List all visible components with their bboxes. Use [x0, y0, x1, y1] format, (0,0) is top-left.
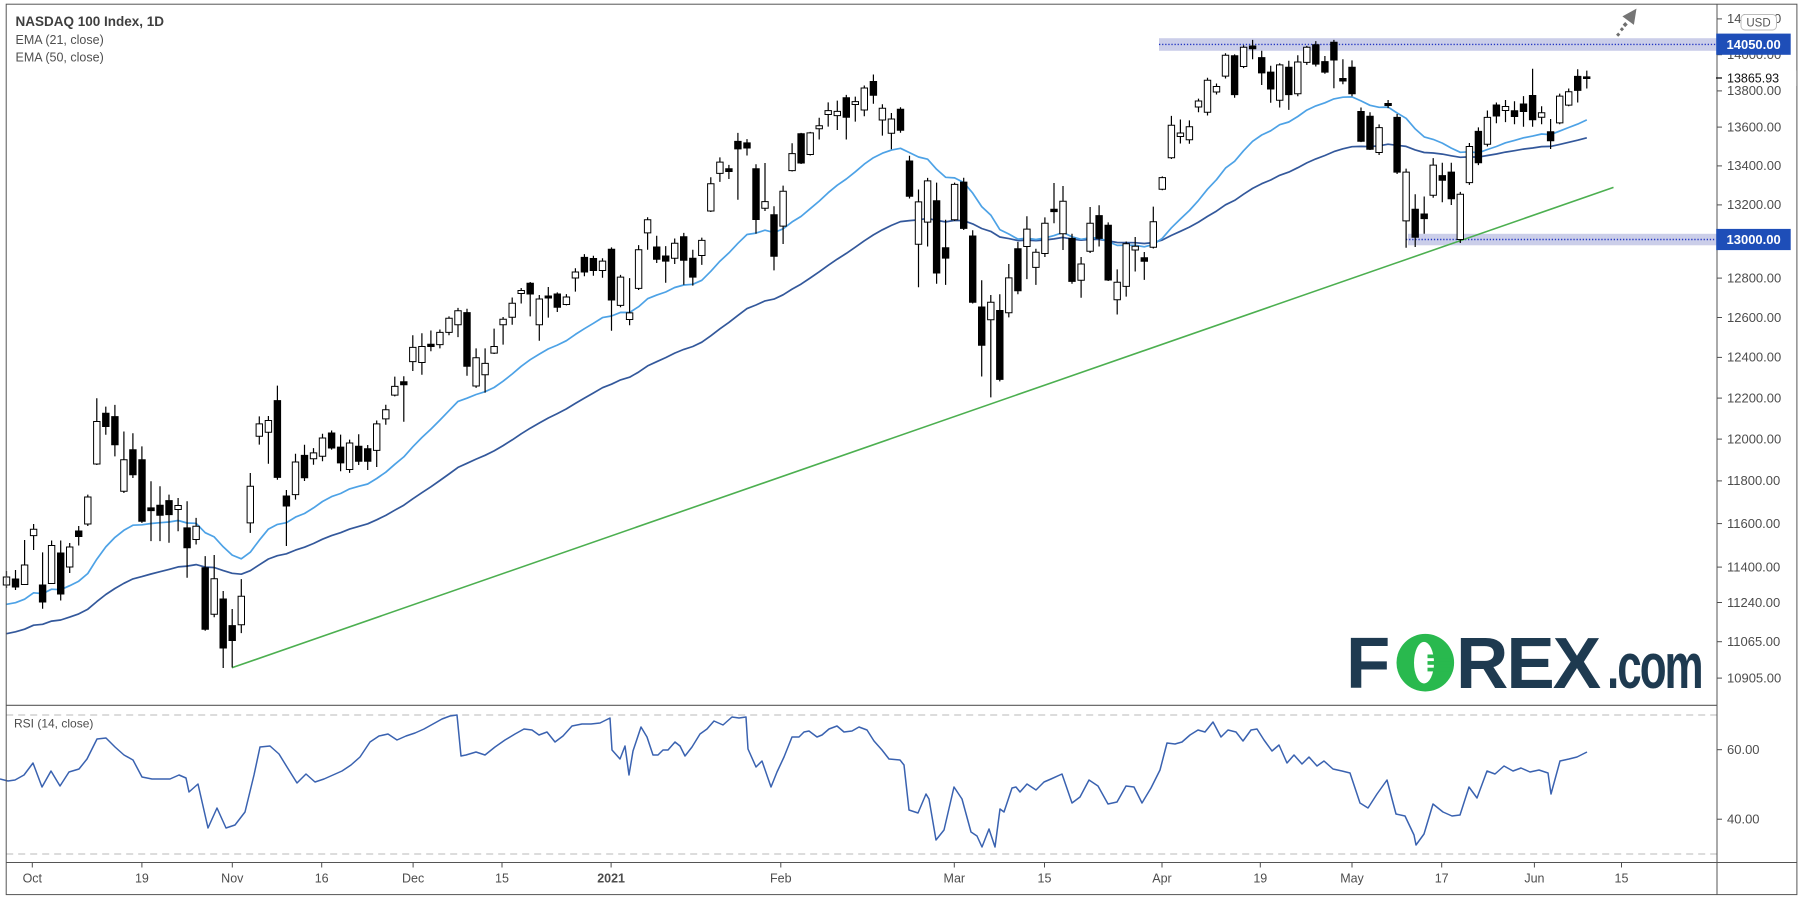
svg-text:.com: .com: [1607, 630, 1702, 702]
svg-text:EMA (50, close): EMA (50, close): [16, 51, 104, 65]
svg-text:11600.00: 11600.00: [1727, 516, 1780, 531]
svg-text:19: 19: [135, 872, 149, 886]
svg-text:11065.00: 11065.00: [1727, 634, 1780, 649]
svg-text:Nov: Nov: [221, 872, 244, 886]
svg-text:13800.00: 13800.00: [1727, 83, 1781, 98]
svg-text:14050.00: 14050.00: [1727, 37, 1781, 52]
svg-text:Dec: Dec: [402, 872, 424, 886]
svg-text:15: 15: [495, 872, 509, 886]
svg-text:13865.93: 13865.93: [1727, 71, 1779, 85]
svg-text:12800.00: 12800.00: [1727, 270, 1781, 285]
svg-text:RSI (14, close): RSI (14, close): [14, 717, 93, 731]
svg-text:15: 15: [1038, 872, 1052, 886]
svg-text:13000.00: 13000.00: [1727, 232, 1781, 247]
svg-text:Apr: Apr: [1152, 872, 1171, 886]
svg-text:15: 15: [1615, 872, 1629, 886]
svg-text:Mar: Mar: [944, 872, 966, 886]
svg-text:NASDAQ 100 Index, 1D: NASDAQ 100 Index, 1D: [16, 14, 165, 29]
svg-text:60.00: 60.00: [1727, 742, 1760, 757]
svg-text:EMA (21, close): EMA (21, close): [16, 33, 104, 47]
svg-text:10905.00: 10905.00: [1727, 670, 1781, 685]
svg-text:2021: 2021: [597, 872, 625, 886]
svg-text:12000.00: 12000.00: [1727, 431, 1781, 446]
svg-text:Oct: Oct: [23, 872, 43, 886]
svg-text:13600.00: 13600.00: [1727, 119, 1781, 134]
svg-text:Jun: Jun: [1524, 872, 1544, 886]
svg-text:Feb: Feb: [770, 872, 792, 886]
svg-text:19: 19: [1253, 872, 1267, 886]
svg-text:May: May: [1340, 872, 1364, 886]
svg-text:11240.00: 11240.00: [1727, 595, 1780, 610]
svg-text:12600.00: 12600.00: [1727, 310, 1781, 325]
svg-text:12400.00: 12400.00: [1727, 350, 1781, 365]
svg-text:USD: USD: [1746, 18, 1770, 30]
svg-text:11800.00: 11800.00: [1727, 473, 1780, 488]
svg-text:F: F: [1346, 623, 1389, 704]
svg-text:40.00: 40.00: [1727, 812, 1760, 827]
svg-text:13400.00: 13400.00: [1727, 158, 1781, 173]
svg-text:13200.00: 13200.00: [1727, 197, 1781, 212]
svg-text:REX: REX: [1456, 623, 1601, 704]
svg-text:17: 17: [1435, 872, 1449, 886]
svg-text:11400.00: 11400.00: [1727, 559, 1780, 574]
svg-text:12200.00: 12200.00: [1727, 390, 1781, 405]
svg-text:16: 16: [315, 872, 329, 886]
